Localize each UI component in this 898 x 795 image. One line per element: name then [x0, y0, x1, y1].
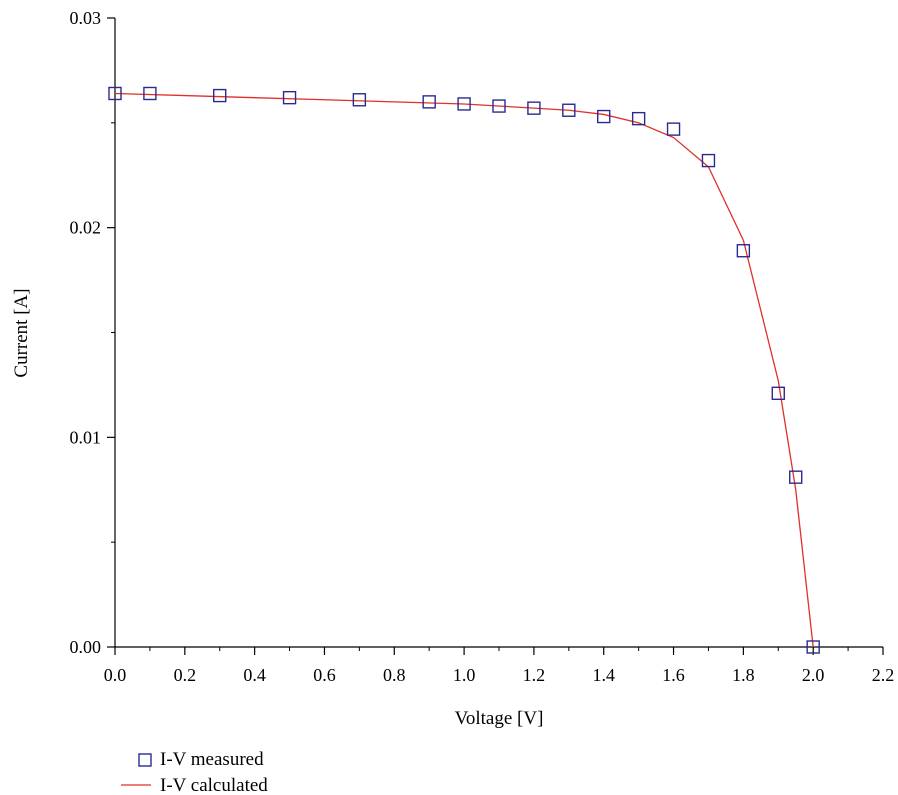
y-ticks: 0.00 0.01 0.02 0.03 [70, 8, 115, 657]
x-tick-label: 1.8 [732, 665, 755, 685]
y-tick-label: 0.00 [70, 637, 102, 657]
data-point-measured [631, 111, 646, 126]
x-tick-label: 0.4 [243, 665, 266, 685]
series-layer [108, 86, 820, 654]
data-point-measured [789, 470, 803, 484]
data-point-measured [597, 109, 611, 124]
data-point-measured [806, 640, 820, 654]
x-tick-label: 0.2 [174, 665, 197, 685]
y-axis-label: Current [A] [11, 288, 32, 377]
y-tick-label: 0.01 [70, 427, 102, 447]
data-point-measured [701, 153, 716, 168]
x-tick-label: 1.2 [523, 665, 546, 685]
data-point-measured [352, 93, 367, 107]
x-tick-label: 2.0 [802, 665, 825, 685]
x-tick-label: 1.4 [592, 665, 615, 685]
data-point-measured [282, 90, 297, 105]
data-point-measured [422, 95, 436, 109]
legend-marker-measured [138, 753, 152, 767]
data-point-measured [108, 86, 122, 101]
data-point-measured [666, 122, 681, 136]
x-tick-label: 0.6 [313, 665, 336, 685]
x-tick-label: 2.2 [872, 665, 895, 685]
y-tick-label: 0.03 [70, 8, 102, 28]
data-point-measured [562, 103, 576, 117]
x-ticks: 0.0 0.2 0.4 0.6 0.8 1.0 1.2 1.4 1.6 1.8 2.0 2.2 [104, 647, 895, 685]
x-tick-label: 0.8 [383, 665, 406, 685]
x-tick-label: 1.6 [662, 665, 685, 685]
data-point-measured [527, 101, 541, 115]
x-tick-label: 1.0 [453, 665, 476, 685]
data-point-measured [213, 88, 227, 103]
data-point-measured [143, 86, 157, 101]
data-point-measured [457, 97, 471, 111]
data-point-measured [736, 244, 751, 258]
series-line-calculated [114, 92, 814, 648]
legend-label-calculated: I-V calculated [160, 775, 268, 795]
x-tick-label: 0.0 [104, 665, 127, 685]
legend: I-V measured I-V calculated [121, 749, 268, 795]
y-tick-label: 0.02 [70, 218, 102, 238]
data-point-measured [771, 386, 785, 401]
data-point-measured [492, 99, 506, 113]
legend-label-measured: I-V measured [160, 749, 264, 770]
x-axis-label: Voltage [V] [455, 708, 544, 729]
